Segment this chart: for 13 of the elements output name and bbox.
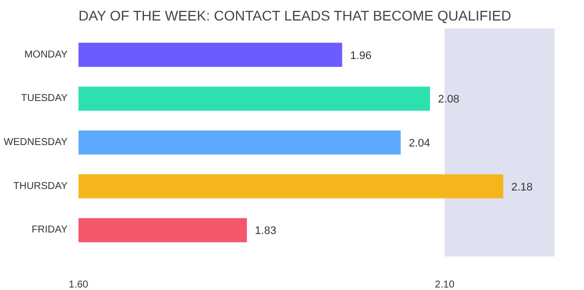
chart-title: DAY OF THE WEEK: CONTACT LEADS THAT BECOME QUALIFIED bbox=[78, 8, 512, 24]
x-tick-label: 1.60 bbox=[68, 280, 89, 290]
y-tick-label: WEDNESDAY bbox=[4, 137, 68, 148]
data-label: 2.04 bbox=[408, 138, 430, 150]
y-tick-label: FRIDAY bbox=[32, 224, 68, 236]
y-tick-label: THURSDAY bbox=[13, 180, 68, 192]
y-tick-label: TUESDAY bbox=[21, 93, 68, 104]
y-tick-label: MONDAY bbox=[24, 49, 68, 60]
data-label: 2.18 bbox=[511, 181, 533, 194]
x-tick-label: 2.10 bbox=[434, 280, 455, 290]
data-label: 1.96 bbox=[350, 50, 372, 62]
data-label: 1.83 bbox=[254, 225, 276, 238]
data-label: 2.08 bbox=[438, 94, 460, 106]
